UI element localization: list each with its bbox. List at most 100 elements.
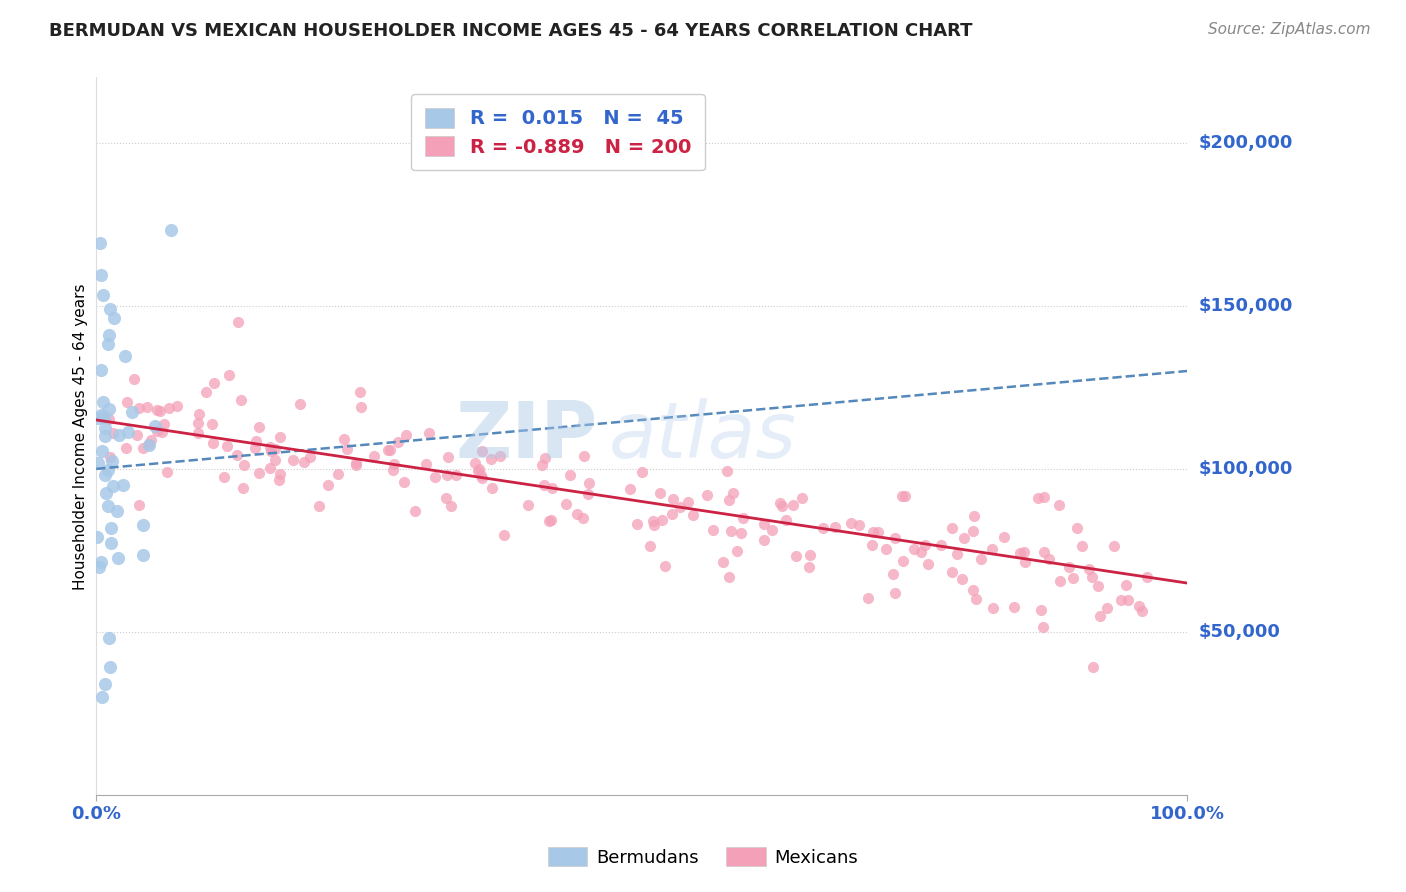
Point (883, 586, 905, 600)
Point (1116, 593, 1139, 607)
Point (471, 471, 494, 485)
Point (395, 427, 418, 442)
Point (138, 437, 160, 451)
Legend: Bermudans, Mexicans: Bermudans, Mexicans (540, 840, 866, 874)
Point (127, 428, 149, 442)
Point (654, 558, 676, 573)
Point (702, 523, 724, 537)
Point (308, 499, 330, 513)
Point (363, 449, 385, 463)
Point (631, 465, 654, 479)
Point (97, 337, 120, 351)
Point (232, 482, 254, 496)
Point (387, 434, 409, 449)
Point (404, 504, 426, 518)
Point (122, 372, 145, 386)
Point (259, 460, 281, 475)
Point (128, 401, 150, 415)
Point (132, 518, 155, 533)
Point (682, 508, 704, 523)
Point (963, 509, 986, 524)
Point (201, 417, 224, 431)
Point (894, 489, 917, 503)
Point (479, 451, 502, 466)
Point (114, 349, 136, 363)
Point (754, 533, 776, 547)
Point (641, 514, 664, 528)
Point (1032, 620, 1054, 634)
Point (775, 513, 797, 527)
Point (101, 479, 124, 493)
Point (136, 400, 159, 414)
Point (481, 481, 503, 495)
Point (281, 452, 304, 467)
Point (848, 518, 870, 533)
Point (540, 513, 562, 527)
Point (132, 442, 155, 456)
Point (1002, 599, 1025, 614)
Point (910, 544, 932, 558)
Point (1066, 521, 1088, 535)
Point (720, 524, 742, 538)
Point (860, 538, 883, 552)
Point (187, 425, 209, 440)
Point (903, 541, 925, 556)
Point (578, 475, 600, 490)
Text: Source: ZipAtlas.com: Source: ZipAtlas.com (1208, 22, 1371, 37)
Point (336, 442, 359, 457)
Point (260, 444, 283, 458)
Point (1081, 570, 1104, 584)
Point (884, 531, 907, 545)
Point (101, 426, 124, 441)
Point (1014, 556, 1036, 570)
Point (678, 495, 700, 509)
Point (94, 421, 117, 435)
Point (661, 507, 683, 521)
Point (917, 557, 939, 571)
Legend: R =  0.015   N =  45, R = -0.889   N = 200: R = 0.015 N = 45, R = -0.889 N = 200 (412, 95, 704, 170)
Point (418, 425, 440, 440)
Point (555, 497, 578, 511)
Point (90, 555, 112, 569)
Point (94, 677, 117, 691)
Point (711, 555, 734, 569)
Point (98, 660, 121, 674)
Point (467, 464, 489, 478)
Point (160, 223, 183, 237)
Point (97, 631, 120, 645)
Point (225, 448, 247, 462)
Text: atlas: atlas (609, 398, 797, 475)
Point (90, 363, 112, 377)
Point (288, 397, 311, 411)
Point (1132, 604, 1154, 618)
Point (993, 530, 1015, 544)
Point (394, 475, 416, 489)
Point (326, 467, 349, 482)
Point (929, 538, 952, 552)
Point (468, 462, 491, 476)
Point (470, 468, 492, 483)
Point (1033, 545, 1056, 559)
Point (862, 525, 884, 540)
Point (576, 487, 599, 501)
Point (725, 543, 748, 558)
Point (648, 485, 671, 500)
Point (94, 485, 117, 500)
Point (247, 420, 270, 434)
Text: BERMUDAN VS MEXICAN HOUSEHOLDER INCOME AGES 45 - 64 YEARS CORRELATION CHART: BERMUDAN VS MEXICAN HOUSEHOLDER INCOME A… (49, 22, 973, 40)
Point (1029, 602, 1052, 616)
Point (761, 523, 783, 537)
Point (811, 521, 834, 535)
Point (231, 393, 253, 408)
Point (882, 567, 904, 582)
Point (1033, 491, 1056, 505)
Point (962, 582, 984, 597)
Point (970, 552, 993, 566)
Point (415, 457, 437, 471)
Point (112, 478, 135, 492)
Text: $50,000: $50,000 (1198, 623, 1279, 641)
Point (446, 467, 468, 482)
Point (1081, 659, 1104, 673)
Point (489, 449, 512, 463)
Point (149, 404, 172, 418)
